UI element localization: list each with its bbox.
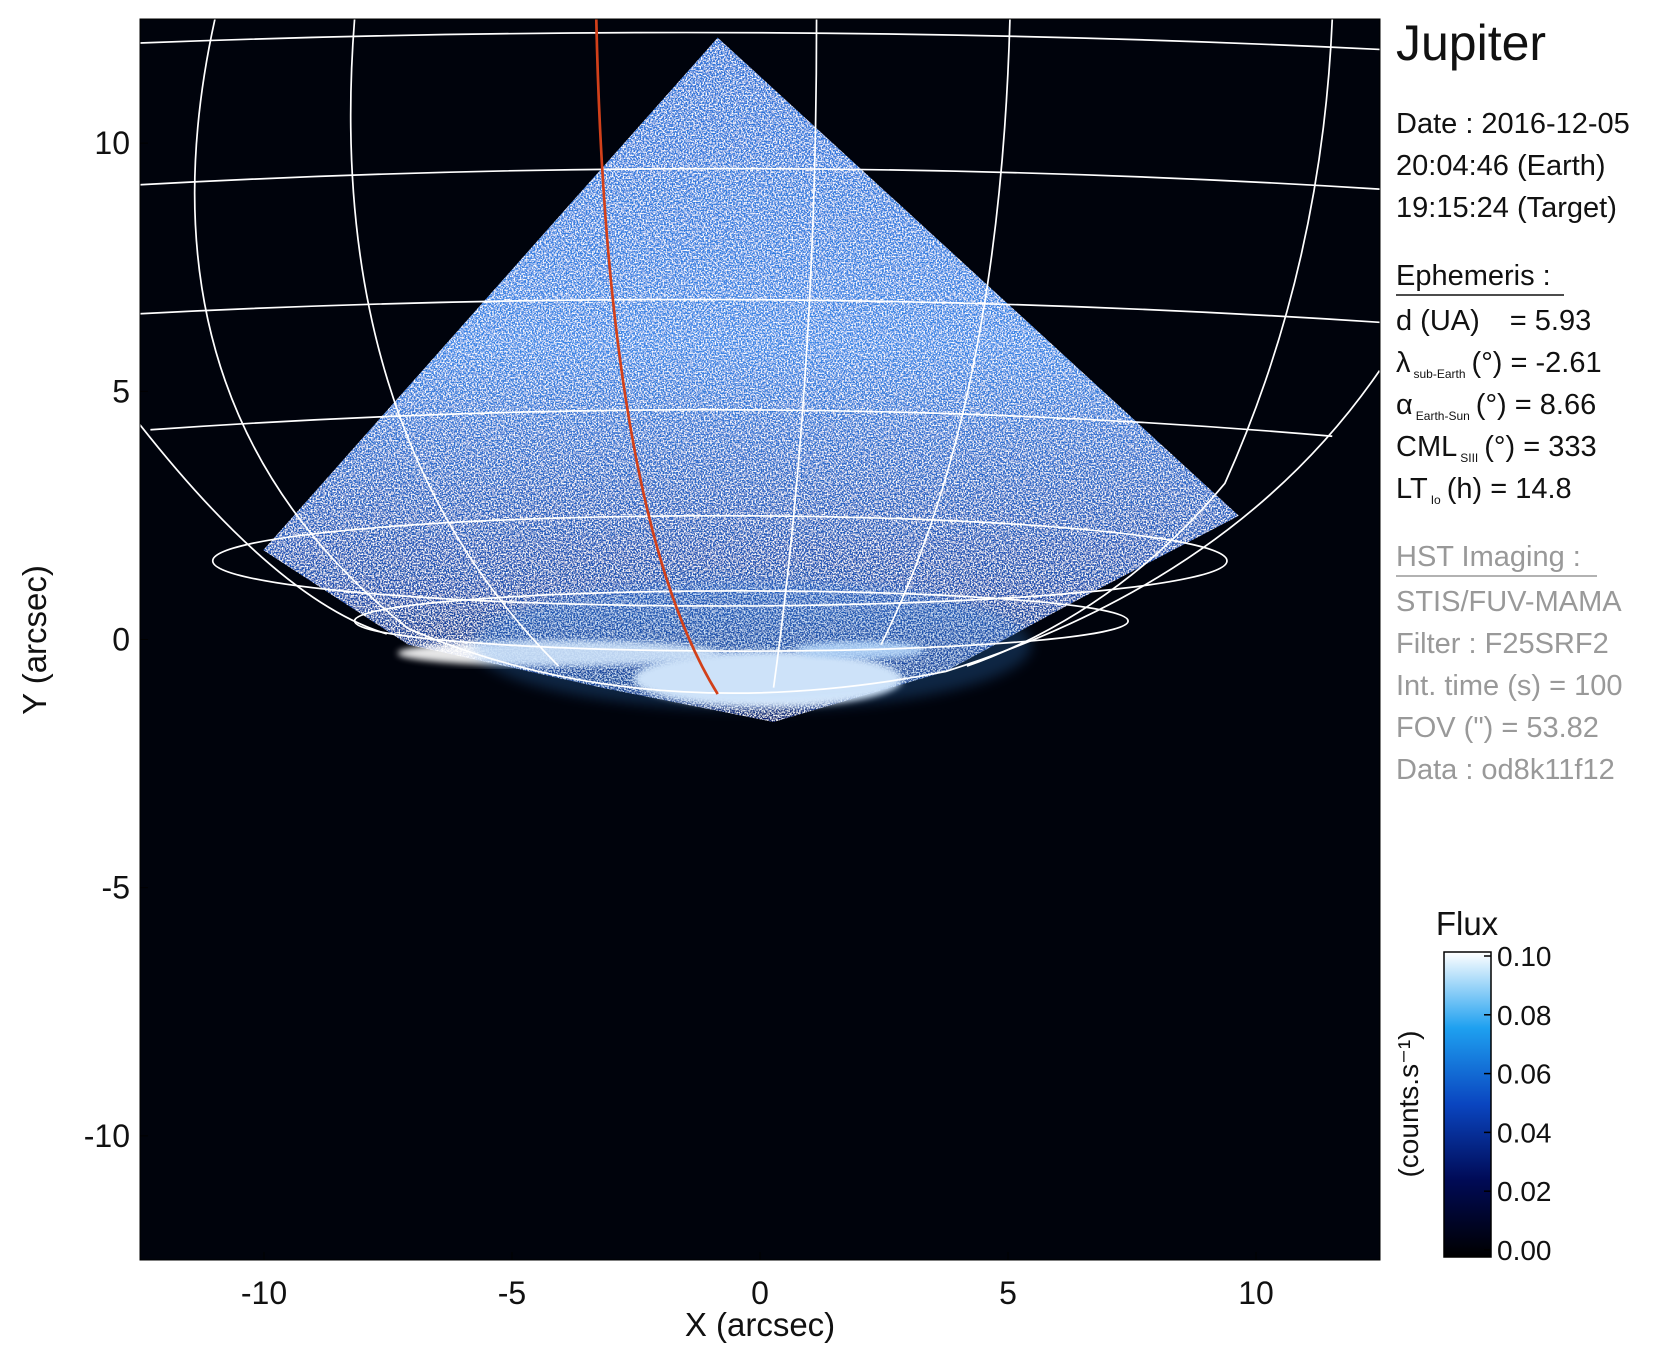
chart-title: Jupiter — [1396, 15, 1546, 71]
ephemeris-symbol: α — [1396, 389, 1413, 421]
longitude-line — [772, 19, 818, 688]
y-tick-label: 5 — [112, 373, 130, 409]
x-tick-label: -10 — [241, 1275, 287, 1311]
colorbar-tick-label: 0.06 — [1497, 1059, 1552, 1090]
y-tick-label: 10 — [94, 125, 130, 161]
hst-title: HST Imaging : — [1396, 541, 1581, 573]
info-target-time: 19:15:24 (Target) — [1396, 192, 1617, 224]
ephemeris-line: α Earth-Sun (°) = 8.66 — [1396, 389, 1596, 423]
longitude-line — [880, 19, 1011, 646]
ephemeris-title: Ephemeris : — [1396, 260, 1551, 292]
colorbar — [1443, 951, 1492, 1258]
colorbar-tick-label: 0.10 — [1497, 941, 1552, 972]
limb — [140, 423, 388, 635]
info-earth-time: 20:04:46 (Earth) — [1396, 150, 1606, 182]
hst-line: Filter : F25SRF2 — [1396, 628, 1609, 660]
image-content — [140, 19, 1380, 722]
latitude-line — [211, 514, 1228, 607]
ephemeris-value: (°) = 333 — [1484, 431, 1596, 463]
ephemeris-symbol: λ — [1396, 347, 1411, 379]
latitude-line — [150, 408, 1333, 438]
x-axis-label: X (arcsec) — [685, 1306, 835, 1343]
latitude-line — [140, 167, 1380, 190]
ephemeris-subscript: Earth-Sun — [1416, 409, 1470, 423]
y-tick-label: -5 — [102, 870, 130, 906]
hst-line: STIS/FUV-MAMA — [1396, 586, 1622, 618]
colorbar-tick-label: 0.04 — [1497, 1117, 1552, 1148]
ephemeris-symbol: LT — [1396, 473, 1428, 505]
x-tick-label: -5 — [498, 1275, 526, 1311]
ephemeris-line: d (UA) = 5.93 — [1396, 305, 1591, 337]
ephemeris-value: (°) = 8.66 — [1476, 389, 1596, 421]
ephemeris-line: LT Io (h) = 14.8 — [1396, 473, 1572, 507]
colorbar-label: (counts.s⁻¹) — [1393, 1030, 1424, 1177]
latitude-line — [140, 298, 1380, 324]
ephemeris-subscript: sub-Earth — [1414, 367, 1466, 381]
auroral-glow — [472, 580, 1032, 710]
hst-line: FOV (") = 53.82 — [1396, 712, 1599, 744]
ephemeris-line: λ sub-Earth (°) = -2.61 — [1396, 347, 1602, 381]
hst-line: Data : od8k11f12 — [1396, 754, 1615, 786]
x-tick-label: 10 — [1238, 1275, 1274, 1311]
longitude-line — [349, 19, 560, 667]
x-tick-label: 0 — [751, 1275, 769, 1311]
ephemeris-symbol: d (UA) — [1396, 305, 1480, 337]
observed-region — [263, 37, 1239, 722]
planet-grid — [140, 19, 1380, 695]
ephemeris-line: CML SIII (°) = 333 — [1396, 431, 1597, 465]
x-tick-label: 5 — [999, 1275, 1017, 1311]
ephemeris-value: (h) = 14.8 — [1447, 473, 1572, 505]
colorbar-tick-label: 0.00 — [1497, 1235, 1552, 1266]
limb — [193, 19, 1380, 695]
ephemeris-subscript: Io — [1431, 493, 1441, 507]
y-tick-label: -10 — [84, 1118, 130, 1154]
info-date: Date : 2016-12-05 — [1396, 108, 1630, 140]
longitude-line — [966, 19, 1334, 667]
ephemeris-subscript: SIII — [1460, 451, 1478, 465]
io-footprint-track — [594, 19, 719, 695]
hst-line: Int. time (s) = 100 — [1396, 670, 1622, 702]
ephemeris-value: (°) = -2.61 — [1472, 347, 1602, 379]
latitude-line — [140, 31, 1380, 51]
colorbar-tick-label: 0.08 — [1497, 1000, 1552, 1031]
ephemeris-symbol: CML — [1396, 431, 1457, 463]
colorbar-title: Flux — [1436, 905, 1499, 942]
image-layer — [140, 19, 1380, 722]
y-tick-label: 0 — [112, 622, 130, 658]
colorbar-tick-label: 0.02 — [1497, 1176, 1552, 1207]
y-axis-label: Y (arcsec) — [16, 565, 53, 715]
ephemeris-value: = 5.93 — [1510, 305, 1591, 337]
